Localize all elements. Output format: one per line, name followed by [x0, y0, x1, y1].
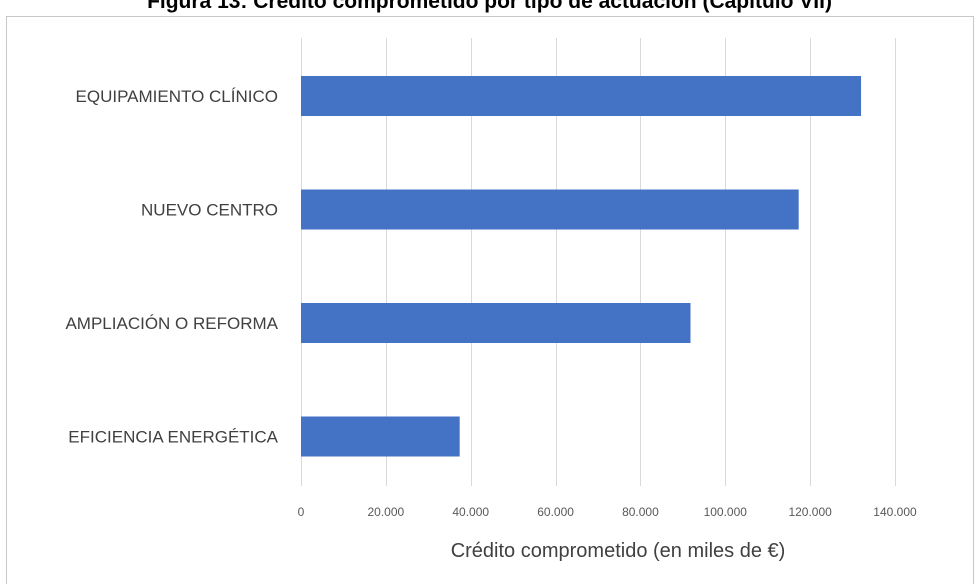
category-label: EFICIENCIA ENERGÉTICA	[68, 428, 278, 447]
chart-frame	[6, 16, 974, 584]
bar	[301, 303, 691, 343]
x-tick-labels: 0 20.000 40.000 60.000 80.000 100.000 120.000 1…	[298, 505, 917, 519]
bars	[301, 76, 862, 457]
bar	[301, 416, 460, 457]
x-tick-label: 120.000	[788, 505, 832, 519]
x-tick-label: 80.000	[622, 505, 659, 519]
category-label: AMPLIACIÓN O REFORMA	[65, 314, 278, 333]
bar	[301, 189, 799, 230]
x-tick-label: 140.000	[873, 505, 917, 519]
x-tick-label: 100.000	[704, 505, 748, 519]
chart-title: Figura 13: Crédito comprometido por tipo…	[147, 0, 832, 13]
category-label: NUEVO CENTRO	[141, 201, 278, 220]
gridlines	[301, 38, 896, 486]
x-axis-title: Crédito comprometido (en miles de €)	[451, 540, 786, 562]
category-label: EQUIPAMIENTO CLÍNICO	[76, 87, 278, 106]
category-labels: EQUIPAMIENTO CLÍNICO NUEVO CENTRO AMPLIACI…	[65, 87, 278, 447]
bar	[301, 76, 862, 116]
x-tick-label: 40.000	[452, 505, 489, 519]
x-tick-label: 0	[298, 505, 305, 519]
x-tick-label: 60.000	[537, 505, 574, 519]
x-tick-label: 20.000	[368, 505, 405, 519]
